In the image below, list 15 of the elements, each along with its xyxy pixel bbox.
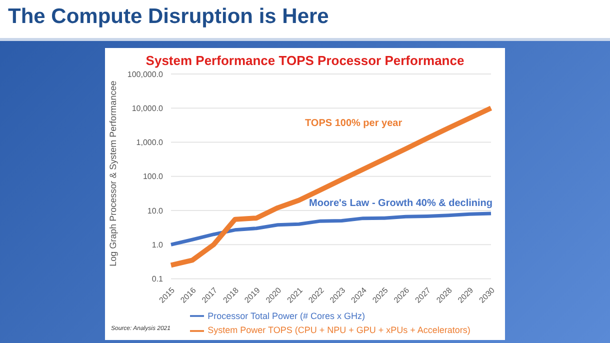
annotation: Moore's Law - Growth 40% & declining (309, 198, 493, 209)
y-tick-label: 10.0 (147, 206, 164, 216)
y-tick-label: 10,000.0 (132, 104, 164, 113)
legend-label: System Power TOPS (CPU + NPU + GPU + xPUs + Accelerators) (208, 325, 470, 336)
y-tick-label: 0.1 (152, 274, 164, 284)
y-tick-label: 100.0 (142, 172, 164, 182)
chart-title: The Compute Disruption is Here (8, 5, 329, 29)
line-series (169, 212, 493, 246)
y-axis-title: Log Graph Processor & System Performancee (108, 80, 118, 266)
y-tick-label: 1,000.0 (136, 138, 164, 148)
annotation: TOPS 100% per year (305, 118, 402, 129)
legend-label: Processor Total Power (# Cores x GHz) (208, 310, 366, 321)
y-tick-label: 1.0 (152, 240, 164, 250)
y-tick-label: 100,000.0 (127, 70, 164, 79)
chart-subtitle: System Performance TOPS Processor Performance (144, 53, 466, 68)
